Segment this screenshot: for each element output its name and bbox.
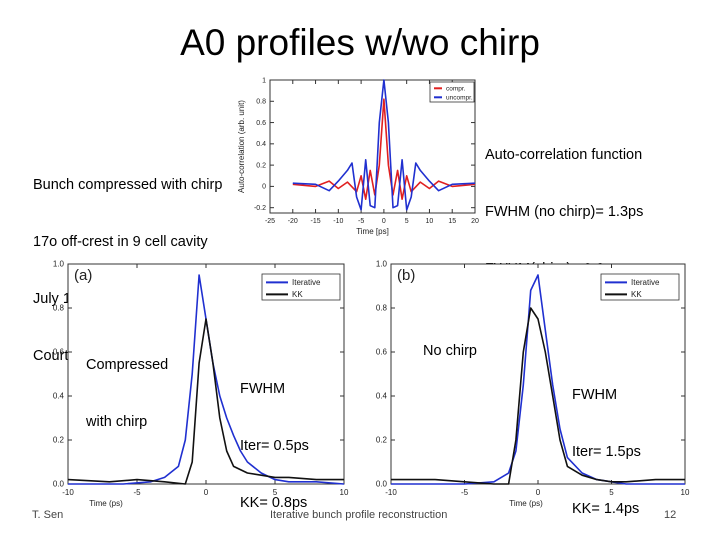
y-tick-label: 0.6	[376, 348, 388, 357]
y-tick-label: 0.8	[256, 99, 266, 106]
legend-label: KK	[292, 290, 303, 299]
series-line-kk	[391, 307, 685, 485]
x-tick-label: 0	[536, 488, 541, 497]
legend-label: Iterative	[292, 278, 321, 287]
legend-label: Iterative	[631, 278, 660, 287]
plot-frame	[67, 263, 345, 485]
y-tick-label: 0.8	[376, 304, 388, 313]
y-tick-label: 1.0	[53, 260, 65, 269]
series-line-iterative	[68, 274, 345, 485]
x-tick-label: 5	[405, 218, 409, 225]
panel-label: (b)	[397, 267, 415, 284]
x-axis-label: Time (ps)	[89, 499, 123, 508]
slide-title: A0 profiles w/wo chirp	[180, 22, 540, 63]
legend-box	[600, 273, 680, 301]
legend-box	[261, 273, 341, 301]
y-tick-label: 0.2	[256, 162, 266, 169]
fwhm-a-annotation: FWHM Iter= 0.5ps KK= 0.8ps	[240, 342, 309, 532]
x-tick-label: 10	[340, 488, 349, 497]
annotation-line: FWHM	[572, 387, 618, 403]
annotation-line: Iter= 0.5ps	[240, 438, 309, 454]
y-tick-label: 0.0	[53, 480, 65, 489]
legend-label: compr.	[446, 85, 466, 92]
y-tick-label: 0	[262, 184, 266, 191]
footer-author: T. Sen	[32, 509, 64, 521]
x-tick-label: -5	[461, 488, 469, 497]
note-line: Auto-correlation function	[485, 147, 643, 163]
annotation-line: KK= 0.8ps	[240, 495, 308, 511]
series-line-kk	[67, 318, 344, 485]
y-tick-label: 0.6	[256, 120, 266, 127]
x-tick-label: -5	[133, 488, 141, 497]
y-tick-label: 0.4	[376, 392, 388, 401]
x-tick-label: 10	[681, 488, 690, 497]
x-tick-label: 5	[609, 488, 614, 497]
annotation-line: Iter= 1.5ps	[572, 444, 641, 460]
nochirp-annotation: No chirp	[423, 343, 477, 359]
panel-label: (a)	[74, 267, 92, 284]
y-tick-label: 0.8	[53, 304, 65, 313]
x-tick-label: 10	[426, 218, 434, 225]
series-line-compr	[292, 98, 476, 200]
legend-label: uncompr.	[446, 94, 473, 101]
legend-label: KK	[631, 290, 642, 299]
plot-frame	[390, 263, 686, 485]
x-tick-label: -10	[62, 488, 74, 497]
x-tick-label: 20	[471, 218, 479, 225]
fwhm-b-annotation: FWHM Iter= 1.5ps KK= 1.4ps	[572, 348, 641, 538]
x-tick-label: 5	[273, 488, 278, 497]
x-tick-label: -10	[333, 218, 343, 225]
y-tick-label: 0.6	[53, 348, 65, 357]
x-axis-label: Time [ps]	[356, 227, 389, 236]
x-tick-label: -15	[310, 218, 320, 225]
y-tick-label: 0.0	[376, 480, 388, 489]
footer-page: 12	[664, 509, 677, 521]
x-tick-label: 15	[448, 218, 456, 225]
x-tick-label: 0	[382, 218, 386, 225]
note-line: 17o off-crest in 9 cell cavity	[33, 234, 208, 250]
y-tick-label: 0.2	[376, 436, 388, 445]
x-tick-label: -10	[385, 488, 397, 497]
footer-center: Iterative bunch profile reconstruction	[270, 509, 448, 521]
x-tick-label: -5	[358, 218, 364, 225]
annotation-line: Compressed	[86, 357, 169, 373]
x-axis-label: Time (ps)	[509, 499, 543, 508]
note-line: FWHM (no chirp)= 1.3ps	[485, 204, 644, 220]
profile-chart-b: -10 -5 0 5 10 0.0 0.2 0.4 0.6 0.8 1.0 Iterative KK Ti…	[376, 260, 690, 508]
y-tick-label: 1	[262, 77, 266, 84]
y-tick-label: 0.4	[53, 392, 65, 401]
y-axis-label: Auto-correlation (arb. unit)	[237, 100, 246, 193]
x-tick-label: -25	[265, 218, 275, 225]
y-tick-label: -0.2	[254, 205, 266, 212]
y-tick-label: 0.4	[256, 141, 266, 148]
annotation-line: KK= 1.4ps	[572, 501, 640, 517]
x-tick-label: 0	[204, 488, 209, 497]
compressed-annotation: Compressed with chirp	[86, 318, 168, 451]
x-tick-label: -20	[288, 218, 298, 225]
y-tick-label: 0.2	[53, 436, 65, 445]
annotation-line: FWHM	[240, 381, 286, 397]
series-line-uncompr	[292, 79, 476, 211]
autocorrelation-chart: -25 -20 -15 -10 -5 0 5 10 15 20 -0.2 0 0.2 0.4 0.6 0.8 1…	[237, 77, 479, 236]
profile-chart-a: -10 -5 0 5 10 0.0 0.2 0.4 0.6 0.8 1.0 Iterative KK Ti…	[53, 260, 349, 508]
note-line: Bunch compressed with chirp	[33, 177, 223, 193]
y-tick-label: 1.0	[376, 260, 388, 269]
annotation-line: with chirp	[86, 414, 148, 430]
